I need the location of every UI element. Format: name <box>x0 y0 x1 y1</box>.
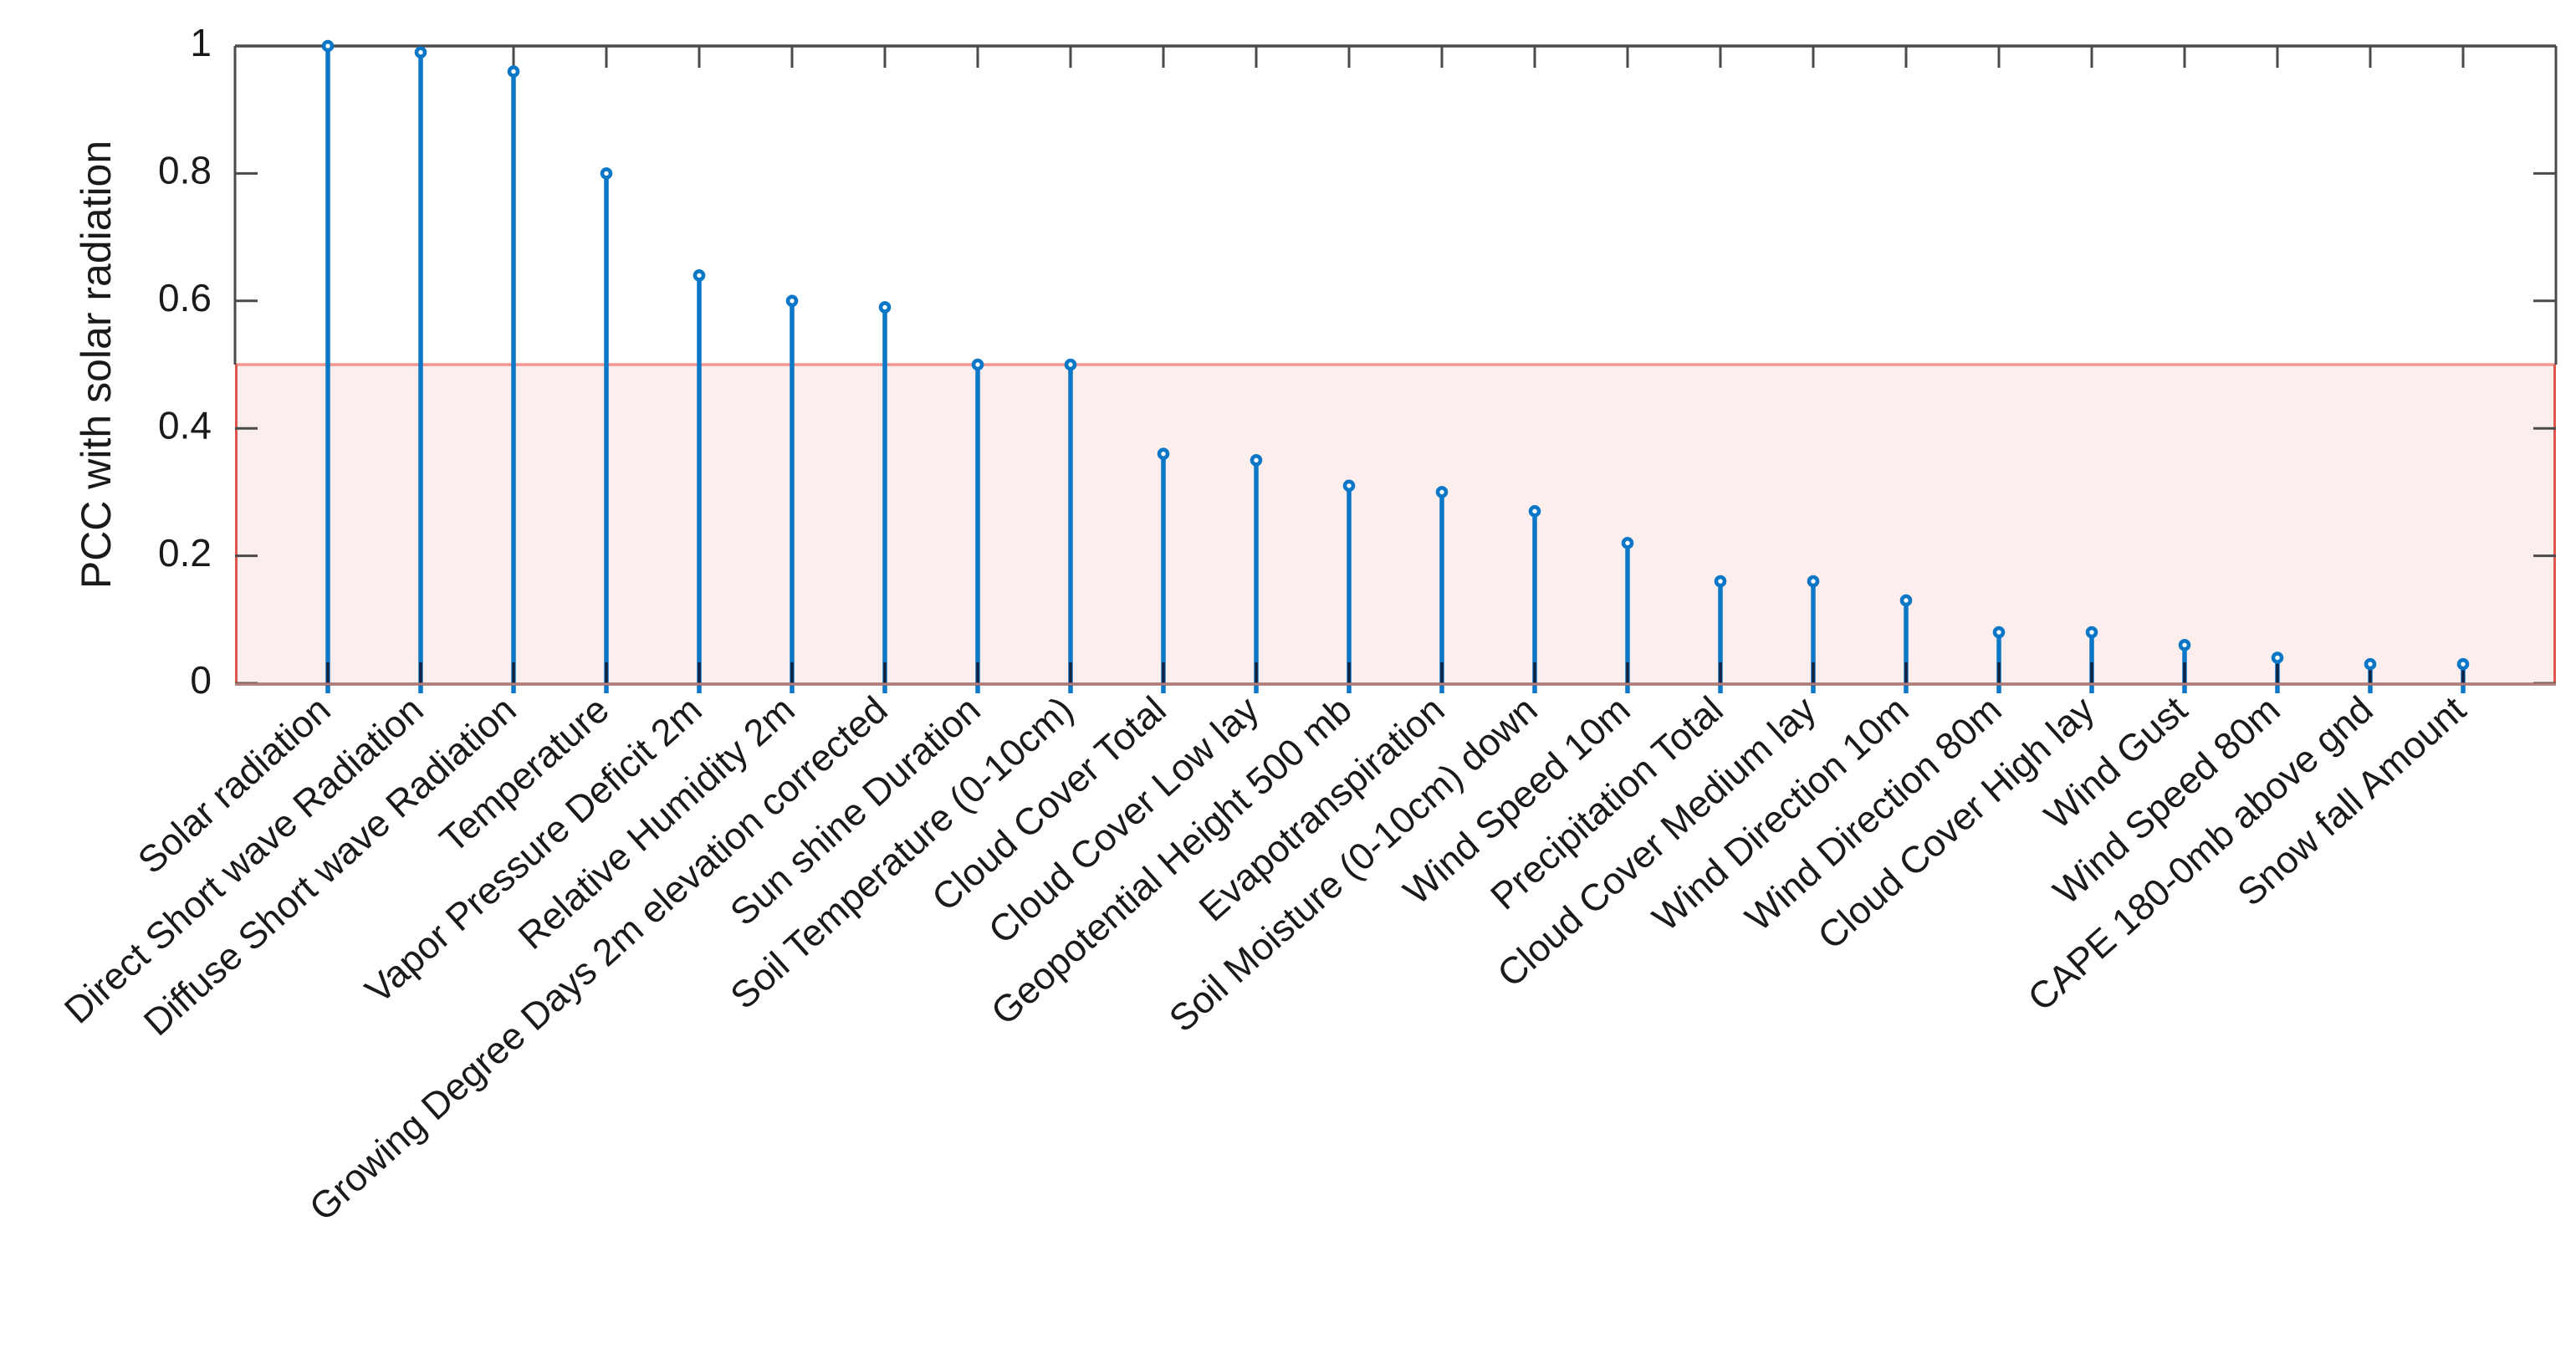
marker-evapotranspiration <box>1435 486 1449 498</box>
marker-wind-gust <box>2178 638 2191 651</box>
y-tick-label: 0.2 <box>158 531 212 575</box>
marker-precipitation-total <box>1714 575 1727 588</box>
marker-diffuse-short-wave-radiation <box>507 65 520 78</box>
marker-cloud-cover-low-lay <box>1250 453 1263 467</box>
marker-cloud-cover-medium-lay <box>1807 575 1820 588</box>
x-tick-label-diffuse-short-wave-radiation: Diffuse Short wave Radiation <box>135 688 524 1045</box>
marker-snow-fall-amount <box>2456 657 2470 671</box>
stems-layer <box>325 46 2466 693</box>
marker-relative-humidity-2m <box>785 294 799 308</box>
marker-wind-speed-80m <box>2271 651 2284 664</box>
plot-border-layer <box>233 44 2558 686</box>
marker-cloud-cover-total <box>1157 447 1170 460</box>
y-tick-label: 1 <box>190 21 212 64</box>
y-tick-label: 0.4 <box>158 403 212 447</box>
markers-layer <box>321 39 2470 671</box>
marker-wind-direction-80m <box>1992 626 2006 639</box>
y-tick-label: 0.6 <box>158 276 212 319</box>
marker-wind-speed-10m <box>1621 537 1634 549</box>
marker-wind-direction-10m <box>1899 594 1913 607</box>
marker-cape-180-0mb-above-gnd <box>2364 657 2377 671</box>
marker-growing-degree-days-2m-elevation-corrected <box>878 301 892 314</box>
marker-geopotential-height-500-mb <box>1342 479 1356 493</box>
marker-soil-temperature-0-10cm <box>1064 358 1077 371</box>
threshold-band <box>235 365 2556 683</box>
y-tick-label: 0 <box>190 658 212 702</box>
marker-sun-shine-duration <box>971 358 984 371</box>
marker-soil-moisture-0-10cm-down <box>1528 504 1541 518</box>
marker-cloud-cover-high-lay <box>2085 626 2098 639</box>
marker-vapor-pressure-deficit-2m <box>693 269 706 282</box>
marker-solar-radiation <box>321 39 335 53</box>
threshold-band-layer <box>235 363 2556 683</box>
marker-temperature <box>600 167 613 180</box>
y-tick-label: 0.8 <box>158 149 212 192</box>
y-axis-label: PCC with solar radiation <box>73 140 120 589</box>
marker-direct-short-wave-radiation <box>414 46 427 59</box>
